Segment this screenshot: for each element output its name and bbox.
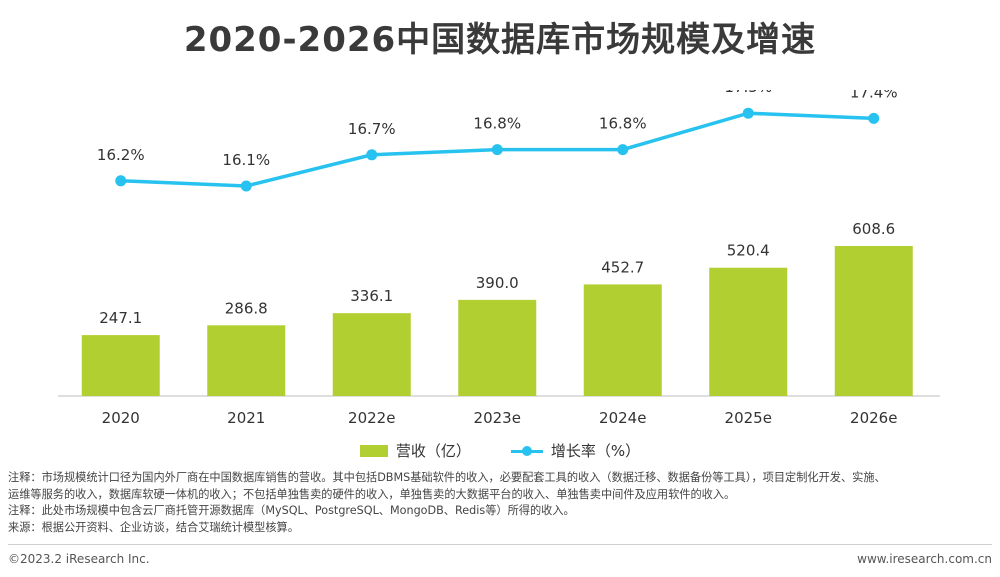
x-tick-label: 2024e (599, 409, 646, 427)
growth-value-label: 17.5% (724, 90, 772, 96)
notes-block: 注释：市场规模统计口径为国内外厂商在中国数据库销售的营收。其中包括DBMS基础软… (8, 470, 993, 536)
legend-item-growth: 增长率（%） (510, 440, 641, 461)
note-line-4: 来源：根据公开资料、企业访谈，结合艾瑞统计模型核算。 (8, 520, 299, 534)
bar-value-label: 608.6 (852, 220, 895, 238)
bar-2021 (207, 325, 286, 396)
growth-point-2022e (366, 149, 378, 161)
growth-point-2020 (115, 175, 127, 187)
growth-value-label: 17.4% (850, 90, 898, 101)
bar-2024e (583, 284, 662, 396)
footer-divider (8, 544, 992, 545)
growth-point-2021 (240, 180, 252, 192)
bar-value-label: 390.0 (476, 274, 519, 292)
bar-value-label: 286.8 (225, 299, 268, 317)
growth-point-2026e (868, 112, 880, 124)
bar-value-label: 336.1 (350, 287, 393, 305)
legend-swatch-bar (359, 444, 388, 457)
note-line-3: 注释：此处市场规模中包含云厂商托管开源数据库（MySQL、PostgreSQL、… (8, 504, 575, 517)
chart-area: 247.1 2020 286.8 2021 336.1 2022e 390.0 2023e 45… (58, 90, 940, 427)
bar-2020 (81, 335, 160, 396)
legend-item-revenue: 营收（亿） (359, 440, 471, 461)
growth-value-label: 16.8% (473, 115, 521, 133)
x-tick-label: 2022e (348, 409, 395, 427)
legend-label-revenue: 营收（亿） (395, 442, 471, 460)
growth-value-label: 16.1% (222, 151, 270, 169)
growth-point-2023e (491, 144, 503, 156)
growth-value-label: 16.8% (599, 115, 647, 133)
copyright-text: ©2023.2 iResearch Inc. (8, 552, 150, 566)
bar-2025e (709, 267, 788, 396)
bar-2022e (332, 313, 411, 396)
legend-swatch-line (510, 445, 543, 457)
x-tick-label: 2021 (227, 409, 265, 427)
bar-2026e (834, 245, 913, 396)
bar-value-label: 452.7 (601, 258, 644, 276)
legend-label-growth: 增长率（%） (550, 442, 641, 460)
growth-value-label: 16.2% (97, 146, 145, 164)
website-link[interactable]: www.iresearch.com.cn (857, 552, 992, 566)
chart-title: 2020-2026中国数据库市场规模及增速 (183, 20, 817, 60)
bar-2023e (458, 299, 537, 396)
growth-point-2024e (617, 144, 629, 156)
note-line-2: 运维等服务的收入，数据库软硬一体机的收入；不包括单独售卖的硬件的收入，单独售卖的… (8, 487, 736, 501)
x-tick-label: 2026e (850, 409, 897, 427)
x-tick-label: 2023e (474, 409, 521, 427)
growth-value-label: 16.7% (348, 120, 396, 138)
note-line-1: 注释：市场规模统计口径为国内外厂商在中国数据库销售的营收。其中包括DBMS基础软… (8, 471, 886, 484)
growth-point-2025e (742, 107, 754, 119)
bar-value-label: 520.4 (727, 242, 770, 260)
x-tick-label: 2020 (102, 409, 140, 427)
chart-legend: 营收（亿） 增长率（%） (0, 440, 1000, 461)
bar-value-label: 247.1 (99, 309, 142, 327)
x-tick-label: 2025e (725, 409, 772, 427)
